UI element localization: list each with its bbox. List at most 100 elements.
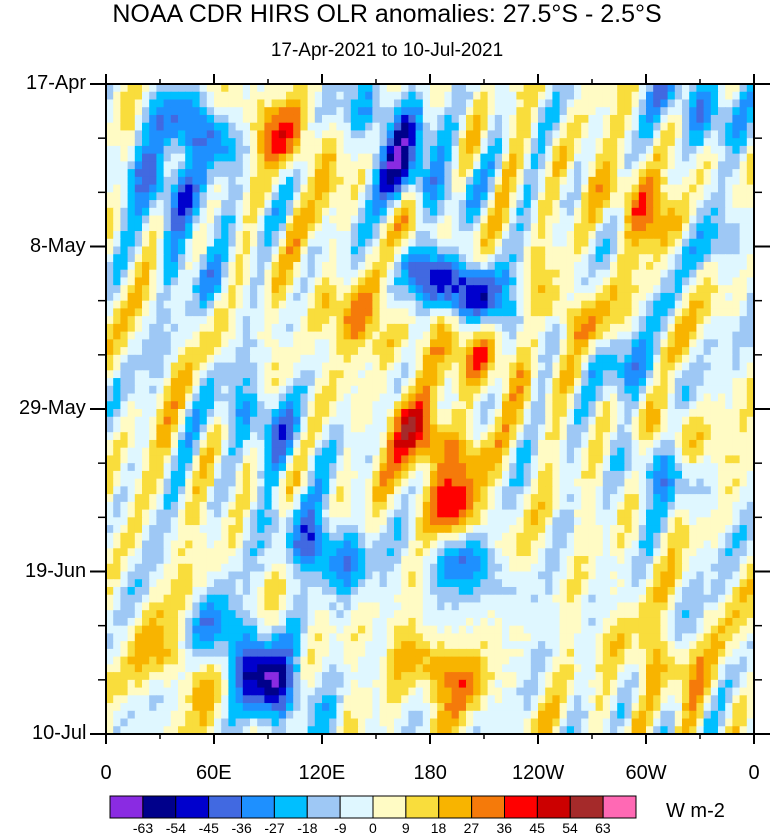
field-cell [134,215,143,224]
field-cell [408,463,417,472]
field-cell [610,308,618,317]
field-cell [372,486,381,495]
field-cell [602,99,611,108]
field-cell [516,393,525,402]
field-cell [516,347,525,356]
field-cell [566,354,575,364]
field-cell [739,269,748,279]
field-cell [379,261,388,271]
field-cell [163,362,172,371]
field-cell [271,122,280,132]
field-cell [552,486,561,495]
field-cell [437,370,445,379]
field-cell [574,277,582,286]
field-cell [574,455,582,464]
field-cell [286,393,294,402]
field-cell [120,378,129,387]
field-cell [509,416,517,426]
field-cell [710,339,719,348]
field-cell [732,192,741,201]
field-cell [545,285,553,294]
field-cell [264,409,273,418]
field-cell [386,107,395,116]
field-cell [134,331,143,340]
field-cell [674,84,683,93]
field-cell [271,416,280,426]
field-cell [588,91,597,101]
field-cell [466,331,474,340]
field-cell [149,331,157,340]
field-cell [149,447,157,457]
field-cell [746,231,754,240]
field-cell [617,455,625,464]
field-cell [538,184,546,193]
field-cell [538,409,546,418]
field-cell [250,114,258,124]
field-cell [566,192,575,201]
field-cell [206,401,215,410]
field-cell [372,424,381,433]
field-cell [242,478,251,487]
field-cell [487,215,496,224]
field-cell [257,347,265,356]
field-cell [271,161,280,170]
field-cell [566,300,575,310]
field-cell [638,378,647,387]
field-cell [458,184,467,193]
field-cell [710,285,719,294]
field-cell [646,370,654,379]
field-cell [214,316,222,325]
field-cell [653,463,661,472]
field-cell [343,486,352,495]
field-cell [732,339,741,348]
field-cell [530,176,539,186]
field-cell [221,161,229,170]
field-cell [437,130,445,139]
field-cell [610,401,618,410]
field-cell [415,107,424,116]
field-cell [228,494,237,503]
field-cell [480,122,489,132]
field-cell [746,470,754,480]
field-cell [170,91,179,101]
field-cell [530,99,539,108]
field-cell [178,184,186,193]
field-cell [545,323,553,333]
field-cell [660,138,669,147]
field-cell [242,501,251,511]
field-cell [480,184,489,193]
field-cell [358,447,366,457]
field-cell [559,362,568,371]
field-cell [588,331,597,340]
field-cell [343,169,352,178]
field-cell [530,200,539,209]
field-cell [473,470,481,480]
field-cell [170,509,179,518]
field-cell [696,416,705,426]
field-cell [696,153,705,162]
field-cell [149,215,157,224]
field-cell [444,153,453,162]
field-cell [271,292,280,302]
field-cell [134,246,143,255]
field-cell [228,401,237,410]
field-cell [523,455,532,464]
field-cell [523,285,532,294]
field-cell [178,300,186,310]
field-cell [646,261,654,271]
field-cell [523,254,532,263]
field-cell [271,207,280,217]
field-cell [660,362,669,371]
field-cell [523,486,532,495]
field-cell [250,339,258,348]
field-cell [350,370,359,379]
field-cell [307,370,316,379]
field-cell [559,370,568,379]
field-cell [581,269,589,279]
field-cell [451,285,460,294]
field-cell [682,447,690,457]
field-cell [682,84,690,93]
field-cell [365,486,373,495]
field-cell [127,370,136,379]
field-cell [178,277,186,286]
